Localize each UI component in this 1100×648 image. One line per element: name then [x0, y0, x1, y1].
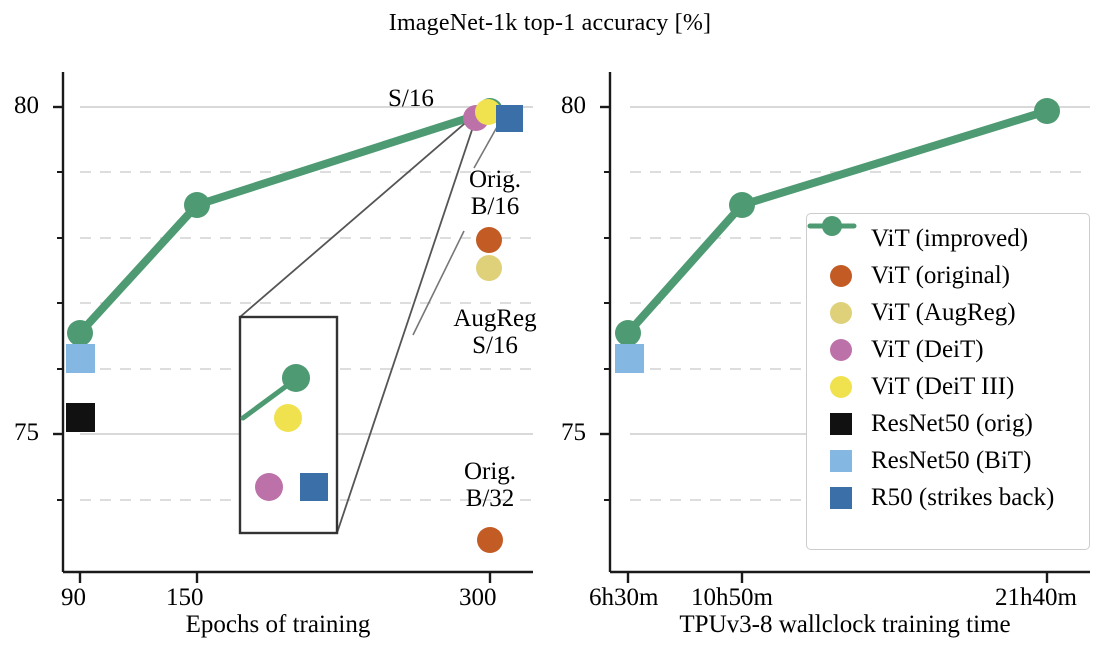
legend: ViT (improved) ViT (original) ViT (AugRe…: [806, 213, 1090, 550]
legend-marker-vit-deit: [813, 338, 869, 361]
circle-icon: [830, 301, 852, 324]
legend-label-resnet50-orig: ResNet50 (orig): [871, 409, 1033, 437]
right-point-resnet50-bit-6h30m: [615, 344, 644, 373]
legend-marker-vit-original: [813, 264, 869, 287]
right-ytick-label-75: 75: [561, 419, 586, 446]
right-point-vit-improved-10h50m: [729, 192, 755, 218]
legend-label-r50-strikes-back: R50 (strikes back): [871, 483, 1055, 511]
annotation-augreg-line1: AugReg: [453, 305, 537, 332]
legend-label-vit-improved: ViT (improved): [871, 224, 1029, 252]
annotation-orig-b32-line2: B/32: [465, 485, 515, 512]
figure-title: ImageNet-1k top-1 accuracy [%]: [388, 10, 712, 36]
inset-connector-top: [239, 111, 479, 318]
annotation-orig-b16-line1: Orig.: [468, 166, 522, 193]
inset-point-vit-deit: [255, 473, 283, 501]
legend-label-resnet50-bit: ResNet50 (BiT): [871, 446, 1032, 474]
right-xaxis-title: TPUv3-8 wallclock training time: [679, 611, 1011, 638]
line-circle-icon: [807, 216, 857, 236]
left-point-r50-strikes-back-300: [496, 105, 523, 132]
circle-icon: [830, 375, 852, 398]
legend-item-vit-improved[interactable]: ViT (improved): [807, 216, 1081, 257]
legend-label-vit-original: ViT (original): [871, 261, 1010, 289]
annotation-s16: S/16: [388, 85, 434, 112]
right-xtick-label-21h40m: 21h40m: [995, 584, 1077, 611]
legend-item-vit-deit3[interactable]: ViT (DeiT III): [813, 368, 1081, 405]
right-point-vit-improved-21h40m: [1034, 98, 1060, 124]
left-xaxis-title: Epochs of training: [185, 611, 371, 638]
legend-marker-vit-deit3: [813, 375, 869, 398]
inset-point-vit-deit3: [274, 404, 302, 432]
legend-label-vit-augreg: ViT (AugReg): [871, 298, 1016, 326]
legend-item-resnet50-bit[interactable]: ResNet50 (BiT): [813, 442, 1081, 479]
legend-item-vit-original[interactable]: ViT (original): [813, 257, 1081, 294]
inset-connector-bottom: [336, 111, 479, 534]
left-point-vit-original-b16: [476, 227, 502, 253]
leader-orig-b16: [473, 126, 498, 169]
legend-item-r50-strikes-back[interactable]: R50 (strikes back): [813, 479, 1081, 516]
legend-marker-vit-augreg: [813, 301, 869, 324]
annotation-augreg-line2: S/16: [472, 332, 518, 359]
square-icon: [830, 449, 852, 472]
left-point-vit-improved-90: [67, 320, 93, 346]
right-xtick-label-10h50m: 10h50m: [691, 584, 773, 611]
annotation-orig-b16-line2: B/16: [470, 193, 520, 220]
leader-augreg-s16: [412, 230, 465, 336]
legend-marker-resnet50-bit: [813, 449, 869, 472]
left-xtick-label-150: 150: [166, 584, 204, 611]
legend-marker-resnet50-orig: [813, 412, 869, 435]
legend-marker-r50-strikes-back: [813, 486, 869, 509]
legend-item-resnet50-orig[interactable]: ResNet50 (orig): [813, 405, 1081, 442]
left-ytick-label-75: 75: [14, 419, 39, 446]
right-xtick-label-6h30m: 6h30m: [589, 584, 659, 611]
right-point-vit-improved-6h30m: [615, 320, 641, 346]
left-point-resnet50-orig-90: [66, 403, 95, 432]
left-ytick-label-80: 80: [14, 92, 39, 119]
left-point-vit-improved-150: [184, 192, 210, 218]
left-xtick-label-90: 90: [61, 584, 86, 611]
legend-label-vit-deit3: ViT (DeiT III): [871, 372, 1015, 400]
left-xtick-label-300: 300: [459, 584, 497, 611]
left-point-vit-original-b32: [477, 527, 503, 553]
inset-point-vit-improved: [282, 364, 310, 392]
inset-point-r50-strikes-back: [300, 473, 328, 501]
annotation-orig-b32-line1: Orig.: [463, 458, 517, 485]
square-icon: [830, 486, 852, 509]
legend-label-vit-deit: ViT (DeiT): [871, 335, 984, 363]
circle-icon: [830, 338, 852, 361]
right-ytick-label-80: 80: [561, 92, 586, 119]
circle-icon: [830, 264, 852, 287]
legend-item-vit-augreg[interactable]: ViT (AugReg): [813, 294, 1081, 331]
square-icon: [830, 412, 852, 435]
legend-item-vit-deit[interactable]: ViT (DeiT): [813, 331, 1081, 368]
left-point-resnet50-bit-90: [66, 344, 95, 373]
left-point-vit-deit3-300: [475, 99, 501, 125]
left-point-vit-augreg-s16: [476, 255, 502, 281]
